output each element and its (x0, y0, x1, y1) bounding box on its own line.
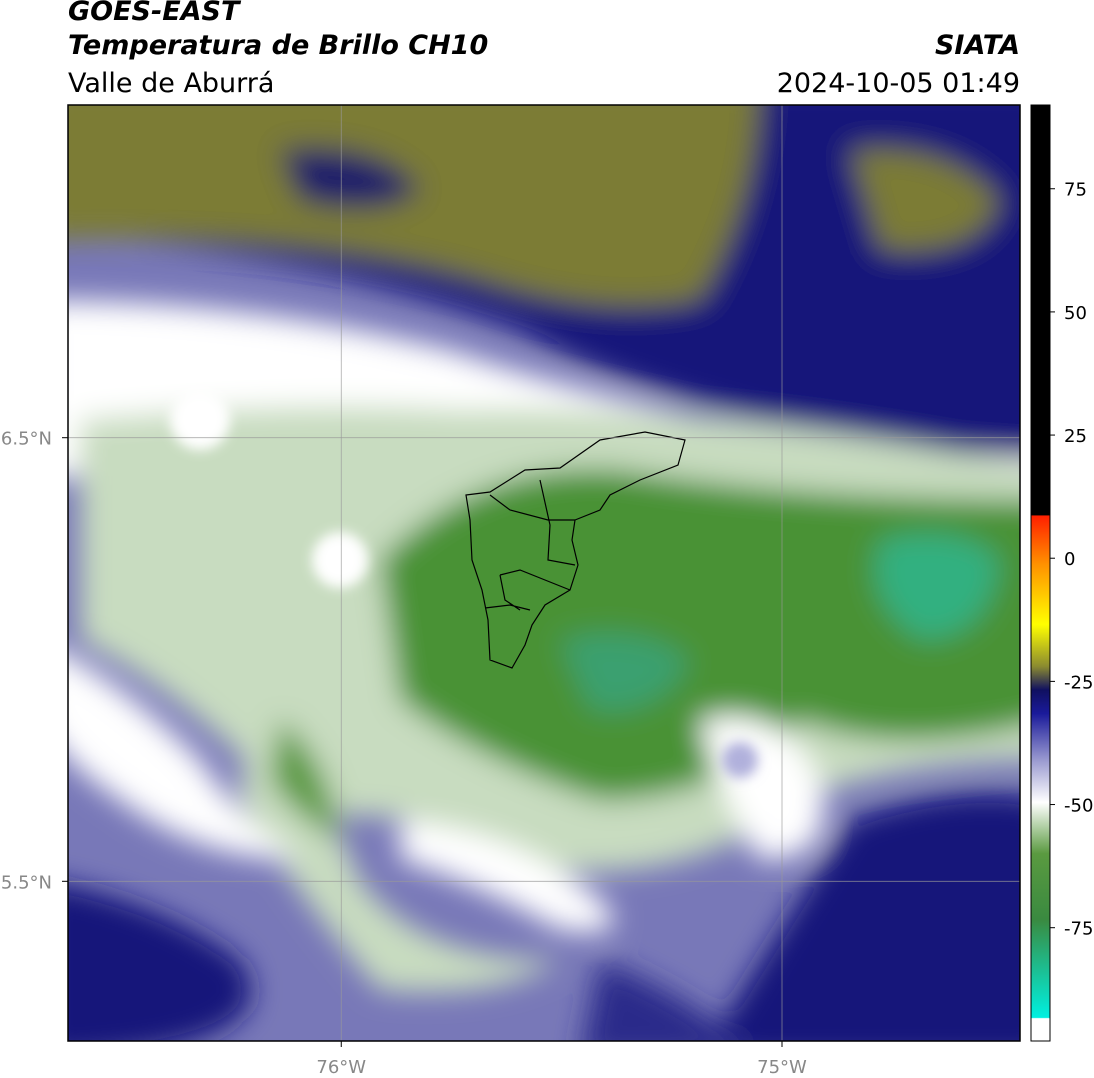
source: SIATA (935, 30, 1020, 61)
colorbar-tick-label: -75 (1064, 919, 1093, 940)
colorbar-tick-label: 75 (1064, 180, 1087, 201)
map-frame (67, 104, 1021, 1042)
x-tick-label: 75°W (757, 1057, 807, 1078)
grid (68, 105, 1020, 1041)
colorbar-tick-label: 0 (1064, 549, 1075, 570)
subtitle: Temperatura de Brillo CH10 (68, 30, 488, 61)
timestamp: 2024-10-05 01:49 (777, 68, 1020, 99)
region: Valle de Aburrá (68, 68, 274, 99)
colorbar-tick-label: 25 (1064, 426, 1087, 447)
y-tick-label: 5.5°N (1, 872, 52, 893)
y-tick-label: 6.5°N (1, 429, 52, 450)
colorbar-tick-label: 50 (1064, 303, 1087, 324)
satellite-image (68, 105, 1020, 1041)
colorbar-tick-label: -50 (1064, 796, 1093, 817)
x-tick-label: 76°W (316, 1057, 366, 1078)
colorbar (1030, 104, 1051, 1042)
title: GOES-EAST (68, 0, 242, 27)
colorbar-tick-label: -25 (1064, 672, 1093, 693)
